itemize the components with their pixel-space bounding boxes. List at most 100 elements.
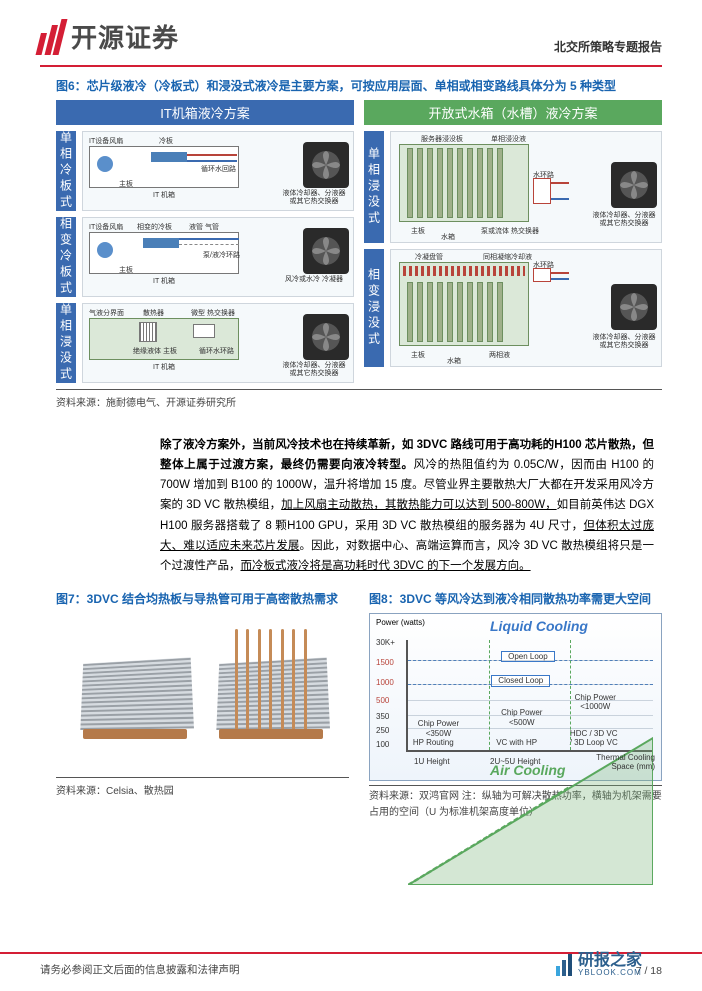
cdu-label: 液体冷却器、分液器 或其它热交换器: [279, 362, 349, 377]
diagram-label: 水环路: [533, 170, 554, 180]
fan-icon: [303, 228, 349, 274]
fan-icon: [611, 284, 657, 330]
liquid-cooling-title: Liquid Cooling: [490, 618, 588, 634]
figure7-column: 图7：3DVC 结合均热板与导热管可用于高密散热需求 资料来源：Celsia、散…: [56, 590, 349, 821]
figure6-source: 资料来源：施耐德电气、开源证券研究所: [56, 389, 662, 409]
loop-line: [551, 272, 569, 274]
watermark: 研报之家 YBLOOK.COM: [556, 953, 642, 977]
diagram-label: 泵/液冷环路: [203, 250, 240, 260]
server-slot: [467, 148, 473, 218]
heatsink-base: [83, 729, 187, 739]
heatsink-pipes: [235, 629, 307, 731]
gas-line: [179, 244, 239, 245]
diagram-label: 主板: [411, 350, 425, 360]
server-slot: [467, 282, 473, 342]
doc-type-label: 北交所策略专题报告: [554, 38, 662, 55]
watermark-sub: YBLOOK.COM: [578, 969, 642, 977]
fan-symbol-icon: [97, 156, 113, 172]
figure8-column: 图8：3DVC 等风冷达到液冷相同散热功率需更大空间 Power (watts)…: [369, 590, 662, 821]
figure8-chart: Power (watts) Liquid Cooling Open Loop C…: [369, 613, 662, 781]
diagram-label: 冷凝盘管: [415, 252, 443, 262]
diagram-label: IT设备风扇: [89, 136, 123, 146]
x-label: 1U Height: [414, 757, 450, 766]
server-slot: [407, 148, 413, 218]
server-slot: [477, 282, 483, 342]
cold-line: [187, 160, 237, 162]
chart-plot-area: Open Loop Closed Loop Chip Power<350W Ch…: [406, 640, 653, 752]
x-label: Thermal CoolingSpace (mm): [596, 754, 655, 772]
y-tick: 30K+: [376, 638, 395, 647]
fan-icon: [303, 314, 349, 360]
side-label: 单相浸没式: [56, 303, 76, 383]
heatsink-fins: [80, 657, 194, 730]
diagram-label: 单相浸没液: [491, 134, 526, 144]
server-slot: [427, 282, 433, 342]
vc-hp-label: VC with HP: [496, 738, 537, 748]
server-slot: [477, 148, 483, 218]
y-axis-title: Power (watts): [376, 618, 425, 627]
hp-routing-label: HP Routing: [413, 738, 454, 748]
open-loop-label: Open Loop: [501, 651, 555, 663]
cold-plate-block: [151, 152, 187, 162]
hx-block: [193, 324, 215, 338]
diagram-label: 绝缘液体 主板: [133, 346, 177, 356]
diagram-label: 液管 气管: [189, 222, 219, 232]
figure7-title: 图7：3DVC 结合均热板与导热管可用于高密散热需求: [56, 590, 349, 607]
watermark-text: 研报之家: [578, 953, 642, 969]
diagram-label: 散热器: [143, 308, 164, 318]
figure7-source: 资料来源：Celsia、散热园: [56, 777, 349, 797]
server-slot: [447, 148, 453, 218]
hot-line: [187, 154, 237, 156]
diagram-label: 冷板: [159, 136, 173, 146]
x-separator: [489, 640, 490, 750]
server-slot: [407, 282, 413, 342]
header-rule: [40, 65, 662, 67]
server-slot: [497, 282, 503, 342]
heatsink-right: [211, 629, 331, 739]
side-label: 相变冷板式: [56, 217, 76, 297]
body-underline: 而冷板式液冷将是高功耗时代 3DVC 的下一个发展方向。: [241, 560, 531, 572]
air-cooling-title: Air Cooling: [490, 762, 565, 778]
diagram-label: 主板: [411, 226, 425, 236]
side-label: 单相冷板式: [56, 131, 76, 211]
y-tick: 1000: [376, 678, 394, 687]
diagram-label: 微型 热交换器: [191, 308, 235, 318]
liquid-line: [179, 238, 239, 240]
water-loop-box: [533, 268, 551, 282]
y-tick: 500: [376, 696, 389, 705]
server-slot: [417, 148, 423, 218]
report-header: 开源证券 北交所策略专题报告: [0, 0, 702, 61]
right-col-header: 开放式水箱（水槽）液冷方案: [364, 100, 662, 125]
x-separator: [570, 640, 571, 750]
cdu-label: 液体冷却器、分液器 或其它热交换器: [589, 212, 659, 227]
diagram-label: 气液分界面: [89, 308, 124, 318]
diagram-label: 循环水回路: [201, 164, 236, 174]
cdu-label: 液体冷却器、分液器 或其它热交换器: [589, 334, 659, 349]
hdc-3dvc-label: HDC / 3D VC/ 3D Loop VC: [570, 729, 618, 748]
server-slot: [427, 148, 433, 218]
diagram-label: 服务器浸没板: [421, 134, 463, 144]
chip-power-label: Chip Power<350W: [418, 719, 459, 738]
diagram-panel-immersion-single-it: 气液分界面 散热器 微型 热交换器 绝缘液体 主板 循环水环路 IT 机箱 液体…: [82, 303, 354, 383]
loop-line: [551, 198, 569, 200]
fan-symbol-icon: [97, 242, 113, 258]
diagram-label: 相变的冷板: [137, 222, 172, 232]
diagram-label: 主板: [119, 265, 133, 275]
server-slot: [487, 282, 493, 342]
company-logo-icon: [36, 19, 68, 55]
diagram-label: 两相液: [489, 350, 510, 360]
body-paragraph: 除了液冷方案外，当前风冷技术也在持续革新，如 3DVC 路线可用于高功耗的H10…: [160, 435, 654, 576]
diagram-label: IT 机箱: [153, 276, 175, 286]
diagram-label: 水环路: [533, 260, 554, 270]
left-col-header: IT机箱液冷方案: [56, 100, 354, 125]
y-tick: 1500: [376, 658, 394, 667]
diagram-label: 水箱: [441, 232, 455, 242]
condenser-coil: [403, 266, 525, 276]
side-label: 单相浸没式: [364, 131, 384, 243]
server-slot: [457, 148, 463, 218]
figure6-title: 图6：芯片级液冷（冷板式）和浸没式液冷是主要方案，可按应用层面、单相或相变路线具…: [56, 77, 662, 94]
body-underline: 加上风扇主动散热，其散热能力可以达到 500-800W，: [281, 499, 557, 511]
y-tick: 350: [376, 712, 389, 721]
diagram-label: 主板: [119, 179, 133, 189]
watermark-bars-icon: [556, 954, 572, 976]
